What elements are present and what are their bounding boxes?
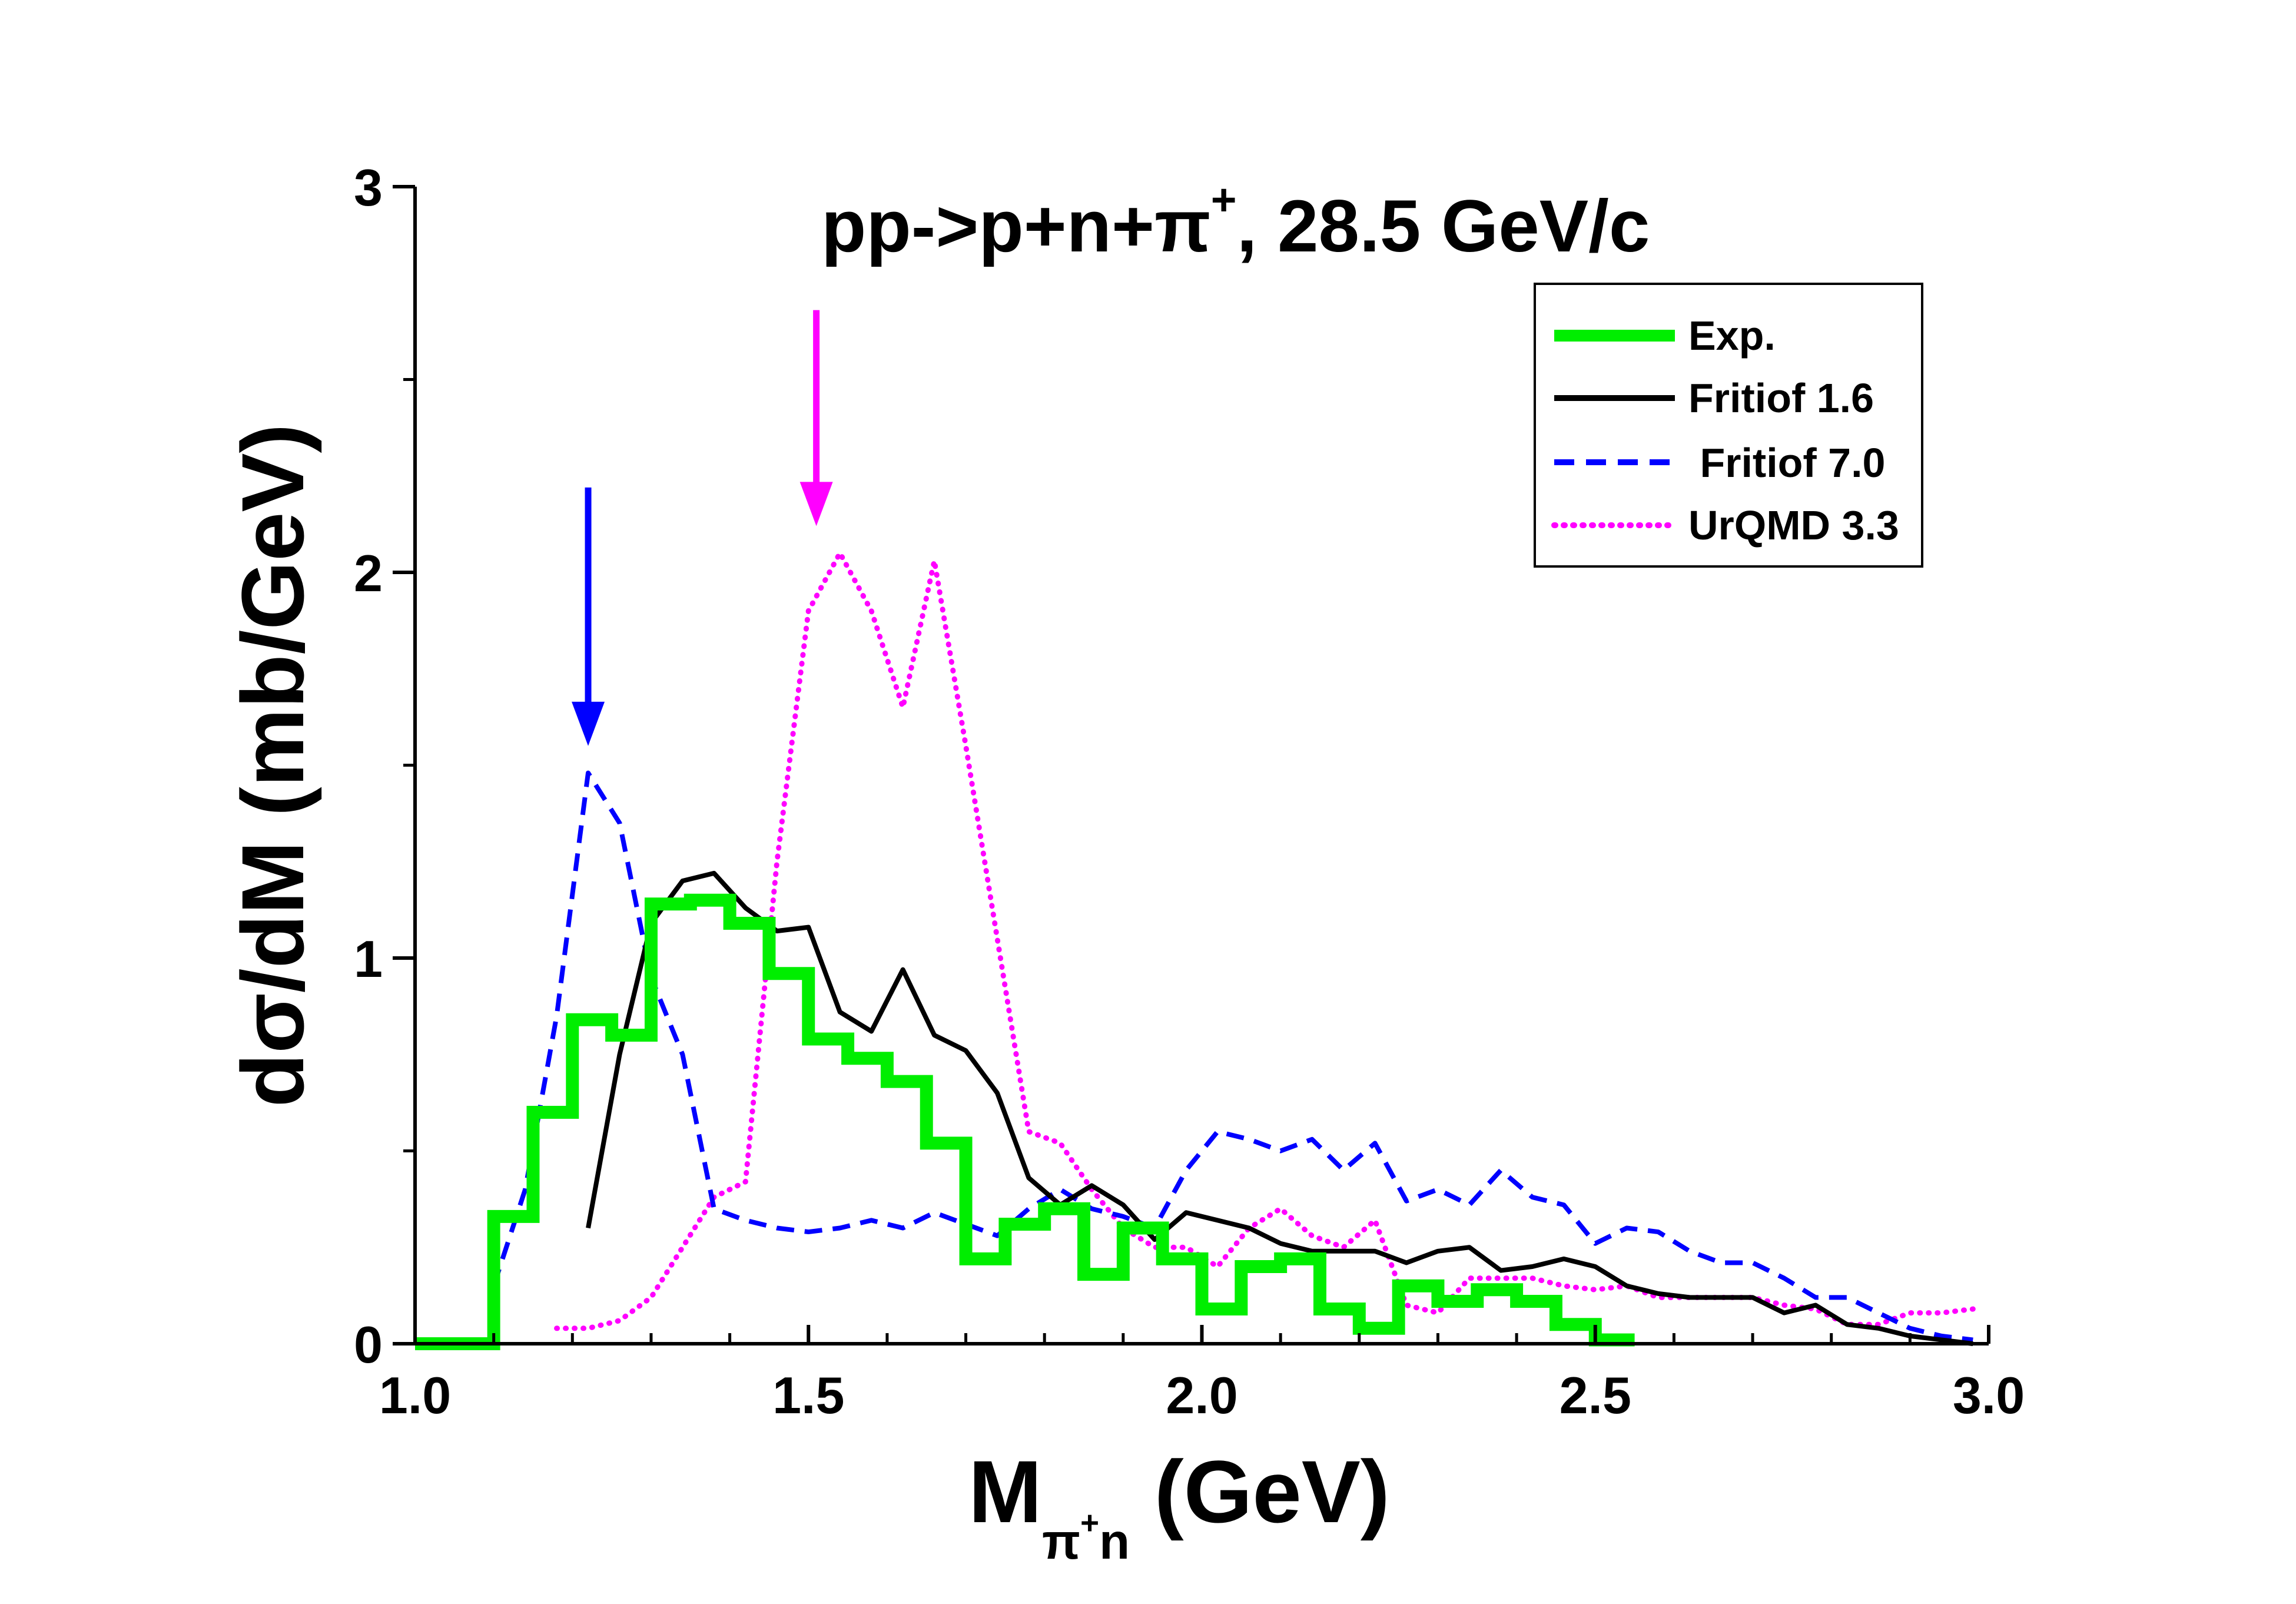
y-axis-title: dσ/dM (mb/GeV) (223, 424, 322, 1108)
annotation-arrow-head (799, 482, 833, 526)
x-tick-label: 2.5 (1560, 1366, 1631, 1424)
x-tick-label: 1.5 (772, 1366, 844, 1424)
legend: Exp. Fritiof 1.6 Fritiof 7.0 UrQMD 3.3 (1534, 283, 1923, 568)
x-tick-label: 2.0 (1166, 1366, 1237, 1424)
y-tick-label: 1 (354, 930, 383, 988)
annotation-layer (572, 310, 833, 746)
legend-label-fritiof-70: Fritiof 7.0 (1688, 440, 1885, 486)
annotation-arrow (572, 487, 605, 746)
x-tick-label: 3.0 (1953, 1366, 2025, 1424)
legend-label-fritiof-16: Fritiof 1.6 (1688, 375, 1874, 421)
legend-label-exp: Exp. (1688, 313, 1776, 359)
series-exp-step (415, 893, 1635, 1350)
legend-label-urqmd: UrQMD 3.3 (1688, 502, 1899, 548)
x-axis-title: Mπ+n (GeV) (968, 1442, 1390, 1570)
chart-title: pp->p+n+π+, 28.5 GeV/c (821, 175, 1650, 267)
series-fritiof-1-6-line (586, 870, 1973, 1346)
y-tick-label: 0 (354, 1315, 383, 1374)
x-tick-label: 1.0 (379, 1366, 451, 1424)
y-tick-label: 2 (354, 544, 383, 602)
tick-layer: 1.0 1.5 2.0 2.5 3.0 0 1 2 3 (354, 158, 2025, 1424)
series-fritiof-7-0-line (491, 770, 1973, 1343)
annotation-arrow-head (572, 701, 605, 746)
y-tick-label: 3 (354, 158, 383, 217)
series-layer (415, 550, 1976, 1350)
series-urqmd-3-3-line (554, 550, 1976, 1331)
annotation-arrow (799, 310, 833, 526)
